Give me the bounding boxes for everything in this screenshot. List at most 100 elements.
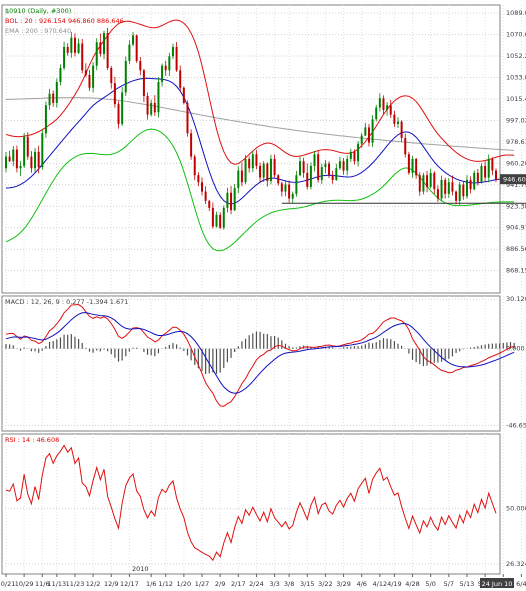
candle-body bbox=[484, 165, 487, 178]
candlestick bbox=[320, 163, 323, 184]
candlestick bbox=[182, 86, 185, 105]
candlestick bbox=[117, 101, 120, 129]
candlestick bbox=[15, 145, 18, 173]
bollinger-upper-line bbox=[5, 19, 515, 165]
candle-body bbox=[487, 158, 490, 178]
candlestick bbox=[259, 162, 262, 183]
candlestick bbox=[12, 145, 15, 167]
candlestick bbox=[451, 175, 454, 196]
y-tick-label: 0.000 bbox=[506, 345, 525, 353]
candlestick bbox=[491, 157, 494, 176]
candle-body bbox=[429, 172, 432, 187]
candle-body bbox=[262, 163, 265, 178]
candlestick bbox=[429, 168, 432, 189]
candle-body bbox=[357, 143, 360, 162]
candlestick bbox=[110, 66, 113, 89]
candle-body bbox=[23, 136, 26, 166]
candlestick bbox=[132, 31, 135, 47]
macd-legend: MACD : 12, 26, 9 : 0.277 -1.394 1.671 bbox=[5, 298, 128, 306]
bollinger-lower-line bbox=[5, 128, 515, 252]
candle-body bbox=[320, 167, 323, 180]
rsi-legend: RSI : 14 : 46.608 bbox=[5, 436, 59, 444]
candle-body bbox=[157, 81, 160, 113]
candle-body bbox=[168, 56, 171, 71]
candlestick bbox=[291, 191, 294, 204]
candlestick bbox=[142, 68, 145, 103]
candle-body bbox=[367, 127, 370, 143]
current-date-label: 24 Jun 10 bbox=[482, 580, 513, 588]
y-tick-label: 30.120 bbox=[506, 295, 526, 303]
x-tick-label: 10/21 bbox=[0, 580, 15, 588]
candle-body bbox=[26, 136, 29, 157]
candle-body bbox=[84, 70, 87, 75]
candlestick bbox=[34, 147, 37, 173]
candle-body bbox=[433, 172, 436, 190]
macd-panel: 30.120 0.000 -46.656 MACD : 12, 26, 9 : 0.… bbox=[1, 295, 526, 432]
x-tick-label: 5/0 bbox=[425, 580, 435, 588]
candlestick bbox=[204, 186, 207, 205]
macd-plot-area bbox=[1, 295, 501, 432]
x-tick-label: 12/2 bbox=[86, 580, 101, 588]
candle-body bbox=[164, 65, 167, 71]
candlestick bbox=[211, 202, 214, 229]
candlestick bbox=[23, 133, 26, 169]
x-tick-label: 5/13 bbox=[460, 580, 475, 588]
candlestick bbox=[240, 162, 243, 187]
rsi-line bbox=[5, 444, 497, 562]
candle-body bbox=[113, 83, 116, 105]
candlestick bbox=[121, 87, 124, 127]
candle-body bbox=[371, 119, 374, 143]
candle-body bbox=[407, 154, 410, 173]
candle-body bbox=[132, 35, 135, 45]
candle-body bbox=[313, 154, 316, 166]
candle-body bbox=[208, 200, 211, 208]
candle-body bbox=[404, 137, 407, 155]
candlestick bbox=[335, 163, 338, 181]
candle-body bbox=[317, 154, 320, 180]
candlestick bbox=[63, 41, 66, 71]
candle-body bbox=[411, 158, 414, 173]
candle-body bbox=[465, 179, 468, 197]
candle-body bbox=[41, 133, 44, 168]
candlestick bbox=[219, 212, 222, 230]
x-tick-label: 3/15 bbox=[300, 580, 315, 588]
candle-body bbox=[12, 149, 15, 162]
candle-body bbox=[59, 67, 62, 82]
y-tick-label: 868.15 bbox=[506, 267, 526, 275]
candle-body bbox=[190, 133, 193, 157]
candlestick bbox=[197, 172, 200, 187]
candle-body bbox=[418, 175, 421, 192]
x-tick-label: 2/17 bbox=[231, 580, 246, 588]
candle-body bbox=[135, 35, 138, 61]
candle-body bbox=[324, 163, 327, 168]
macd-gridlines bbox=[2, 296, 522, 431]
candlestick bbox=[440, 175, 443, 202]
candle-body bbox=[360, 135, 363, 144]
candlestick bbox=[378, 93, 381, 112]
candle-body bbox=[88, 74, 91, 88]
candlestick bbox=[389, 99, 392, 118]
candlestick bbox=[269, 154, 272, 185]
y-tick-label: 50.000 bbox=[506, 505, 526, 513]
candle-body bbox=[8, 156, 11, 162]
candle-body bbox=[277, 175, 280, 184]
candlestick bbox=[342, 157, 345, 175]
candlestick bbox=[288, 180, 291, 203]
price-plot-area bbox=[1, 4, 501, 294]
candle-body bbox=[226, 192, 229, 208]
candlestick bbox=[295, 170, 298, 197]
candlestick bbox=[48, 88, 51, 110]
candlestick bbox=[444, 177, 447, 199]
candle-body bbox=[273, 158, 276, 176]
candle-body bbox=[455, 191, 458, 201]
candlestick bbox=[255, 150, 258, 170]
candle-body bbox=[37, 151, 40, 168]
candlestick bbox=[375, 104, 378, 122]
candlestick bbox=[215, 211, 218, 228]
candle-body bbox=[153, 102, 156, 113]
candlestick bbox=[171, 43, 174, 60]
candle-body bbox=[480, 165, 483, 183]
candle-body bbox=[204, 191, 207, 201]
candlestick bbox=[266, 162, 269, 187]
rsi-gridlines bbox=[2, 434, 522, 574]
